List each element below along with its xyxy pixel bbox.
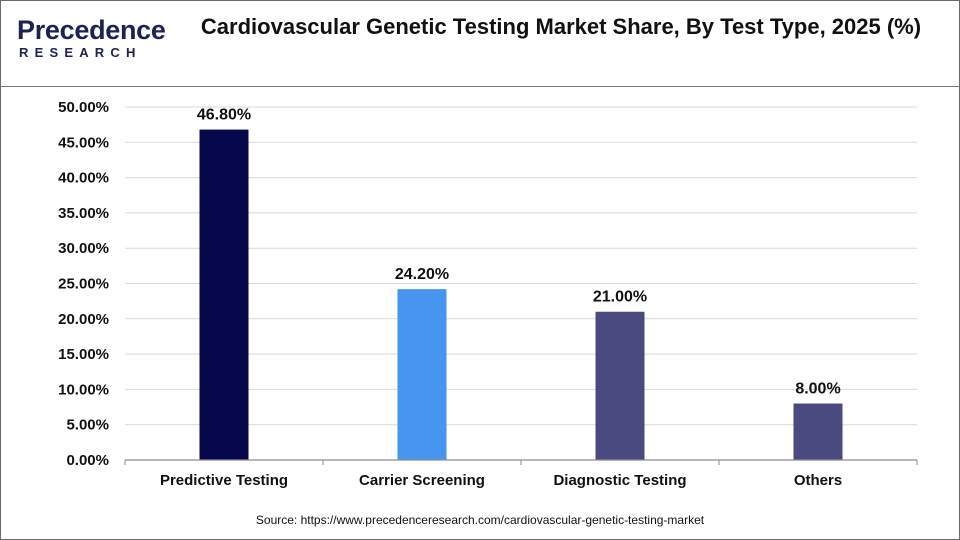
source-note: Source: https://www.precedenceresearch.c… [255,513,705,527]
y-axis: 0.00% 5.00% 10.00% 15.00% 20.00% 25.00% 30.00%… [58,99,109,469]
data-label: 8.00% [795,381,840,398]
y-tick-label: 20.00% [58,311,109,328]
brand-logo: Precedence RESEARCH [15,15,166,65]
y-tick-label: 0.00% [66,452,109,469]
x-tick-label: Diagnostic Testing [553,472,686,489]
y-tick-label: 5.00% [66,417,109,434]
logo-letter: P [17,15,35,45]
data-label: 46.80% [197,107,251,124]
y-tick-label: 30.00% [58,240,109,257]
y-tick-label: 50.00% [58,99,109,116]
bar-diagnostic-testing [595,311,645,460]
y-tick-label: 35.00% [58,205,109,222]
y-tick-label: 15.00% [58,346,109,363]
data-label: 21.00% [593,289,647,306]
bar-chart: 0.00% 5.00% 10.00% 15.00% 20.00% 25.00% 30.00%… [58,99,918,489]
logo-subtitle: RESEARCH [19,45,142,60]
bar-predictive-testing [199,129,249,461]
y-tick-label: 10.00% [58,381,109,398]
logo-word: recedence [34,15,166,45]
bars [199,129,843,461]
data-labels: 46.80% 24.20% 21.00% 8.00% [197,107,841,398]
data-label: 24.20% [395,266,449,283]
x-tick-label: Predictive Testing [160,472,288,489]
y-tick-label: 40.00% [58,170,109,187]
x-axis: Predictive Testing Carrier Screening Diagn… [124,459,918,489]
bar-others [793,403,843,460]
x-tick-label: Others [794,472,842,489]
gridlines [125,106,917,426]
x-tick-label: Carrier Screening [359,472,485,489]
y-tick-label: 25.00% [58,276,109,293]
y-tick-label: 45.00% [58,134,109,151]
logo-wordmark: Precedence [17,15,166,45]
bar-carrier-screening [397,289,447,460]
chart-title: Cardiovascular Genetic Testing Market Sh… [200,14,922,39]
header: Precedence RESEARCH Cardiovascular Genet… [1,1,959,87]
